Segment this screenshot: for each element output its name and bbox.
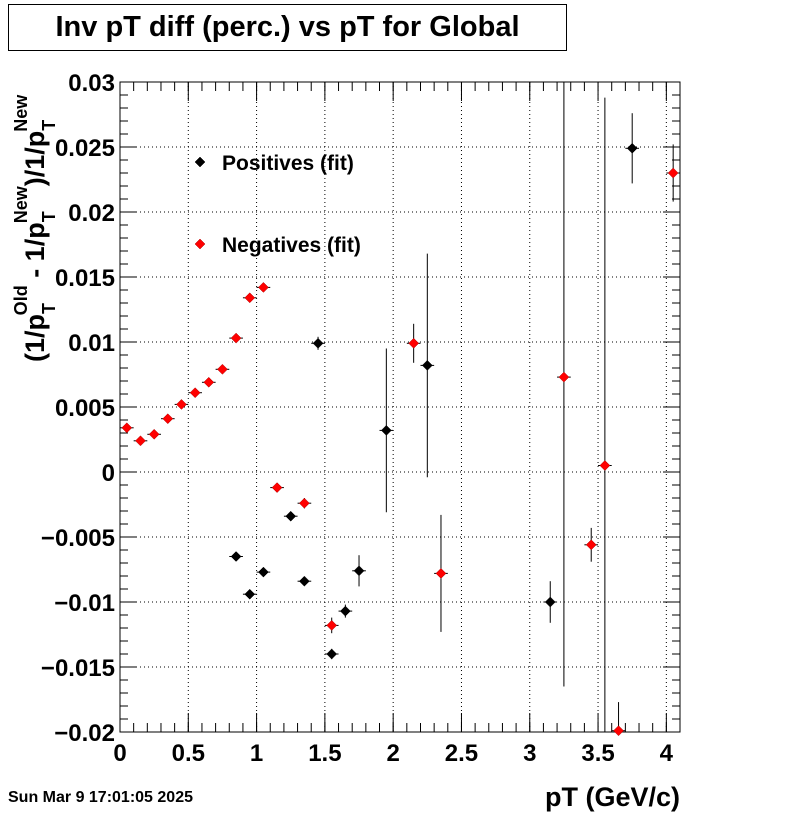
y-axis-title-part: T (39, 211, 59, 222)
y-tick-label: −0.01 (54, 590, 115, 617)
data-point (230, 332, 242, 344)
legend-marker (194, 156, 206, 168)
data-point (203, 376, 215, 388)
data-point (244, 588, 256, 600)
data-point (408, 337, 420, 349)
y-tick-label: −0.02 (54, 720, 115, 747)
y-axis-title-part: )/1/p (20, 131, 50, 187)
y-axis-title-part: T (39, 120, 59, 131)
x-tick-label: 1.5 (308, 740, 341, 767)
x-tick-label: 0.5 (172, 740, 205, 767)
y-axis-title-part: New (11, 94, 31, 132)
data-point (585, 539, 597, 551)
data-point (599, 460, 611, 471)
series-negatives (120, 82, 680, 737)
chart-title: Inv pT diff (perc.) vs pT for Global (55, 11, 520, 43)
data-point (299, 575, 310, 587)
y-tick-label: 0.025 (55, 135, 115, 162)
x-tick-label: 2 (386, 740, 399, 767)
timestamp: Sun Mar 9 17:01:05 2025 (8, 789, 193, 806)
y-axis-title-part: New (11, 185, 31, 223)
y-axis-title-part: T (39, 303, 59, 314)
legend: Positives (fit) Negatives (fit) (194, 152, 361, 257)
y-tick-label: −0.015 (41, 655, 115, 682)
data-point (135, 435, 146, 447)
x-tick-label: 3 (523, 740, 536, 767)
data-point (353, 565, 365, 577)
y-axis-title: (1/pTOld - 1/pTNew)/1/pTNew (11, 94, 59, 362)
x-tick-label: 2.5 (445, 740, 478, 767)
x-tick-labels: 0 0.5 1 1.5 2 2.5 3 3.5 4 (113, 740, 673, 767)
x-tick-label: 4 (660, 740, 674, 767)
data-points (120, 82, 680, 737)
data-point (176, 399, 187, 410)
series-positives (229, 113, 640, 660)
data-point (258, 566, 269, 578)
x-tick-label: 1 (250, 740, 263, 767)
data-point (189, 387, 201, 399)
y-axis-title-part: (1/p (20, 314, 50, 362)
data-point (667, 167, 679, 179)
data-point (626, 142, 638, 154)
y-tick-labels: −0.02 −0.015 −0.01 −0.005 0 0.005 0.01 0.015 0.0… (41, 70, 115, 747)
data-point (148, 428, 160, 440)
data-point (217, 363, 228, 375)
data-point (244, 292, 256, 304)
legend-marker (194, 238, 206, 250)
y-tick-label: 0.02 (68, 200, 115, 227)
y-axis-title-part: - 1/p (20, 222, 50, 285)
x-tick-label: 0 (113, 740, 126, 767)
grid (120, 82, 680, 732)
y-tick-label: 0.015 (55, 265, 115, 292)
data-point (380, 425, 392, 436)
x-axis-title: pT (GeV/c) (545, 782, 680, 812)
data-point (162, 413, 174, 425)
x-tick-label: 3.5 (581, 740, 614, 767)
y-tick-label: −0.005 (41, 525, 115, 552)
data-point (299, 497, 310, 509)
y-tick-label: 0.01 (68, 330, 115, 357)
data-point (258, 282, 269, 293)
data-point (340, 605, 351, 617)
y-axis-title-part: Old (11, 285, 31, 315)
chart-title-box: Inv pT diff (perc.) vs pT for Global (8, 4, 567, 51)
legend-label: Positives (fit) (222, 152, 354, 175)
data-point (544, 596, 556, 608)
data-point (121, 422, 133, 434)
data-point (326, 620, 338, 631)
data-point (558, 371, 570, 383)
plot-frame (119, 81, 681, 733)
y-tick-label: 0.03 (68, 70, 115, 97)
y-tick-label: 0 (102, 460, 115, 487)
data-point (230, 551, 242, 562)
y-tick-label: 0.005 (55, 395, 115, 422)
data-point (326, 648, 338, 660)
data-point (285, 510, 297, 522)
data-point (312, 337, 324, 349)
data-point (421, 360, 433, 371)
data-point (613, 725, 624, 737)
legend-label: Negatives (fit) (222, 234, 361, 257)
data-point (271, 482, 283, 493)
data-point (435, 568, 447, 579)
